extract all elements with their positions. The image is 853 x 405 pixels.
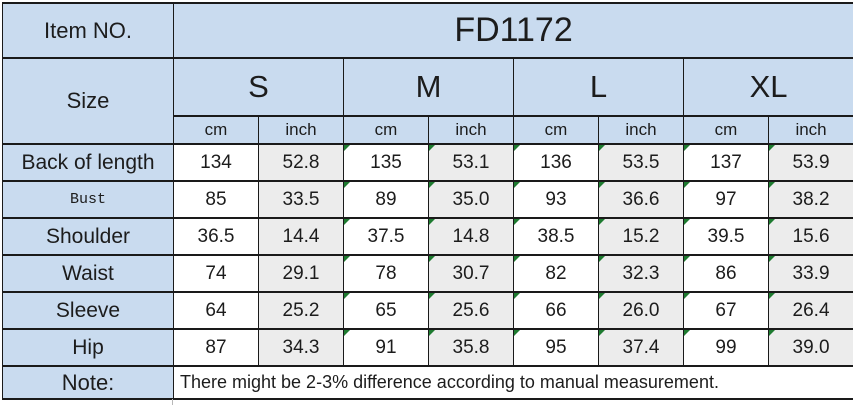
unit-label-cm: cm: [513, 115, 599, 145]
measurement-cell-flagged: 26.0: [598, 291, 684, 330]
measurement-cell-flagged: 91: [343, 328, 429, 367]
measurement-cell-flagged: 99: [683, 328, 769, 367]
measurement-cell-flagged: 36.6: [598, 180, 684, 219]
measurement-row-bust: Bust 85 33.5 89 35.0 93 36.6 97 38.2: [2, 180, 853, 219]
measurement-cell-flagged: 65: [343, 291, 429, 330]
note-text: There might be 2-3% difference according…: [172, 365, 853, 400]
measurement-cell-flagged: 89: [343, 180, 429, 219]
units-row: cm inch cm inch cm inch cm inch: [3, 115, 853, 145]
measurement-cell-flagged: 82: [513, 254, 599, 293]
size-col-m: M: [343, 57, 514, 117]
measurement-cell-flagged: 53.9: [767, 143, 853, 182]
measurement-row-back-of-length: Back of length 134 52.8 135 53.1 136 53.…: [2, 143, 853, 182]
unit-label-inch: inch: [767, 115, 853, 145]
unit-label-cm: cm: [343, 115, 429, 145]
measurement-cell: 85: [173, 180, 259, 219]
measurement-row-sleeve: Sleeve 64 25.2 65 25.6 66 26.0 67 26.4: [2, 291, 853, 330]
measurement-cell-flagged: 53.5: [598, 143, 684, 182]
measurement-cell: 36.5: [173, 217, 259, 256]
measurement-cell: 87: [173, 328, 259, 367]
row-label: Sleeve: [2, 291, 174, 330]
measurement-cell: 52.8: [258, 143, 344, 182]
measurement-cell-flagged: 35.8: [428, 328, 514, 367]
size-col-s: S: [173, 57, 344, 117]
measurement-cell-flagged: 37.5: [343, 217, 429, 256]
measurement-cell: 74: [173, 254, 259, 293]
note-row: Note: There might be 2-3% difference acc…: [2, 365, 853, 400]
measurement-cell: 64: [173, 291, 259, 330]
size-col-l: L: [513, 57, 684, 117]
unit-label-inch: inch: [258, 115, 344, 145]
measurement-cell-flagged: 67: [683, 291, 769, 330]
item-no-label: Item NO.: [2, 2, 174, 59]
measurement-cell-flagged: 15.2: [598, 217, 684, 256]
size-label: Size: [2, 57, 174, 145]
measurement-cell-flagged: 39.0: [767, 328, 853, 367]
measurement-cell-flagged: 53.1: [428, 143, 514, 182]
measurement-cell-flagged: 97: [683, 180, 769, 219]
note-label: Note:: [2, 365, 174, 400]
measurement-row-hip: Hip 87 34.3 91 35.8 95 37.4 99 39.0: [2, 328, 853, 367]
measurement-cell-flagged: 32.3: [598, 254, 684, 293]
size-col-xl: XL: [682, 57, 853, 117]
row-label: Hip: [2, 328, 174, 367]
item-row: Item NO. FD1172: [2, 2, 853, 59]
measurement-cell-flagged: 37.4: [598, 328, 684, 367]
measurement-cell: 34.3: [258, 328, 344, 367]
measurement-cell-flagged: 95: [513, 328, 599, 367]
unit-label-inch: inch: [428, 115, 514, 145]
row-label: Back of length: [2, 143, 174, 182]
measurement-cell: 14.4: [258, 217, 344, 256]
measurement-cell-flagged: 25.6: [428, 291, 514, 330]
measurement-cell-flagged: 38.5: [513, 217, 599, 256]
measurement-cell-flagged: 14.8: [428, 217, 514, 256]
unit-label-cm: cm: [683, 115, 769, 145]
measurement-row-waist: Waist 74 29.1 78 30.7 82 32.3 86 33.9: [2, 254, 853, 293]
measurement-cell-flagged: 39.5: [683, 217, 769, 256]
row-label: Shoulder: [2, 217, 174, 256]
measurement-cell-flagged: 15.6: [767, 217, 853, 256]
measurement-cell-flagged: 137: [683, 143, 769, 182]
unit-label-inch: inch: [598, 115, 684, 145]
measurement-cell: 33.5: [258, 180, 344, 219]
measurement-cell-flagged: 35.0: [428, 180, 514, 219]
measurement-cell-flagged: 26.4: [767, 291, 853, 330]
measurement-cell-flagged: 66: [513, 291, 599, 330]
measurement-cell-flagged: 86: [683, 254, 769, 293]
row-label: Waist: [2, 254, 174, 293]
measurement-cell-flagged: 30.7: [428, 254, 514, 293]
measurement-cell-flagged: 38.2: [767, 180, 853, 219]
unit-label-cm: cm: [173, 115, 259, 145]
measurement-cell-flagged: 135: [343, 143, 429, 182]
grid-stub-line: [172, 399, 173, 405]
measurement-cell-flagged: 33.9: [767, 254, 853, 293]
size-header-row: Size S M L XL: [2, 57, 853, 145]
measurement-cell: 29.1: [258, 254, 344, 293]
measurement-cell-flagged: 93: [513, 180, 599, 219]
measurement-cell-flagged: 78: [343, 254, 429, 293]
measurement-row-shoulder: Shoulder 36.5 14.4 37.5 14.8 38.5 15.2 3…: [2, 217, 853, 256]
measurement-cell-flagged: 136: [513, 143, 599, 182]
measurement-cell: 25.2: [258, 291, 344, 330]
measurement-cell: 134: [173, 143, 259, 182]
row-label: Bust: [2, 180, 174, 219]
item-no-value: FD1172: [172, 2, 853, 59]
